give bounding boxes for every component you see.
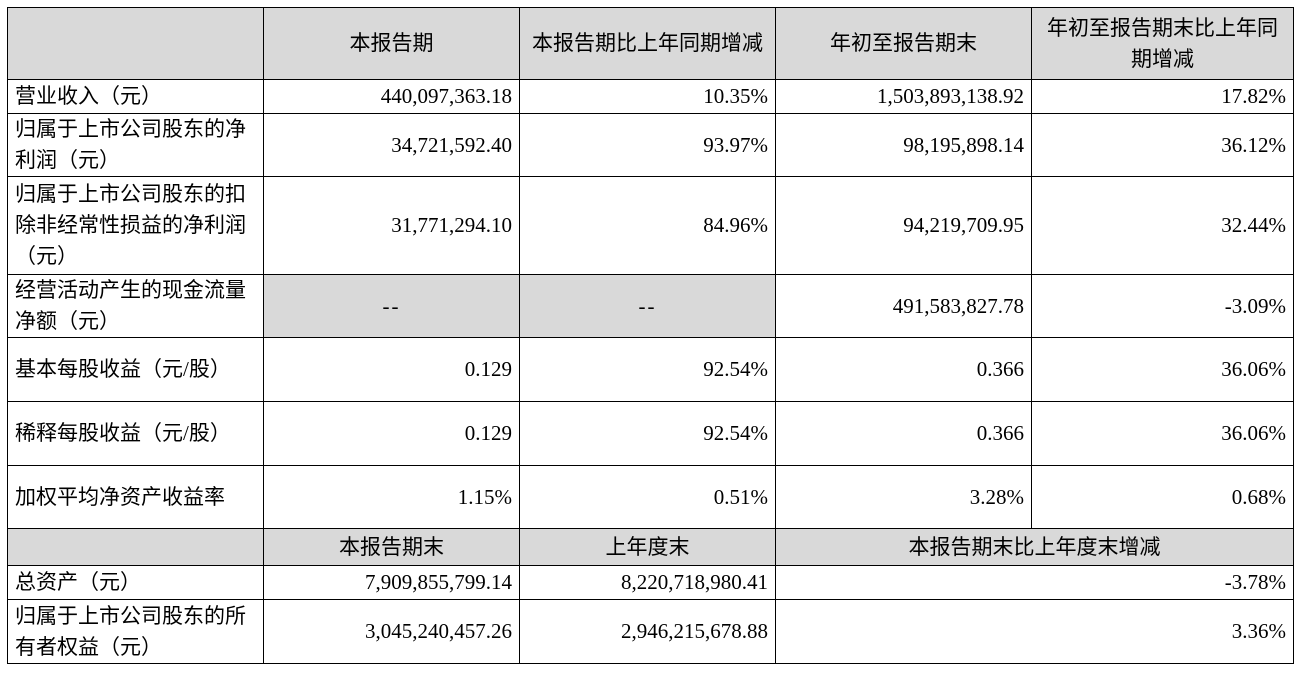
header2-prior-year-end: 上年度末 (519, 528, 776, 566)
header2-change-vs-prior-year-end: 本报告期末比上年度末增减 (775, 528, 1294, 566)
table-row: 总资产（元） 7,909,855,799.14 8,220,718,980.41… (7, 565, 1294, 600)
cell-current-period-yoy: 84.96% (519, 176, 776, 275)
cell-current-period-yoy: -- (519, 274, 776, 338)
row-label: 稀释每股收益（元/股） (7, 401, 264, 466)
header-ytd: 年初至报告期末 (775, 7, 1032, 80)
cell-current-period-end: 7,909,855,799.14 (263, 565, 520, 600)
table-row: 营业收入（元） 440,097,363.18 10.35% 1,503,893,… (7, 79, 1294, 114)
cell-current-period-yoy: 0.51% (519, 465, 776, 529)
cell-current-period: 0.129 (263, 401, 520, 466)
cell-current-period: 0.129 (263, 337, 520, 402)
header-current-period-yoy: 本报告期比上年同期增减 (519, 7, 776, 80)
cell-current-period: 31,771,294.10 (263, 176, 520, 275)
row-label: 基本每股收益（元/股） (7, 337, 264, 402)
row-label: 加权平均净资产收益率 (7, 465, 264, 529)
header-current-period: 本报告期 (263, 7, 520, 80)
cell-ytd: 0.366 (775, 401, 1032, 466)
cell-change-vs-prior-year-end: -3.78% (775, 565, 1294, 600)
row-label: 经营活动产生的现金流量净额（元） (7, 274, 264, 338)
cell-ytd-yoy: 36.12% (1031, 113, 1294, 177)
cell-prior-year-end: 2,946,215,678.88 (519, 599, 776, 664)
table-row: 归属于上市公司股东的扣除非经常性损益的净利润（元） 31,771,294.10 … (7, 176, 1294, 275)
row-label: 归属于上市公司股东的所有者权益（元） (7, 599, 264, 664)
cell-ytd: 1,503,893,138.92 (775, 79, 1032, 114)
cell-ytd: 0.366 (775, 337, 1032, 402)
cell-current-period: 34,721,592.40 (263, 113, 520, 177)
cell-current-period: 1.15% (263, 465, 520, 529)
cell-ytd-yoy: -3.09% (1031, 274, 1294, 338)
header2-corner-cell (7, 528, 264, 566)
table-row: 稀释每股收益（元/股） 0.129 92.54% 0.366 36.06% (7, 401, 1294, 466)
row-label: 归属于上市公司股东的扣除非经常性损益的净利润（元） (7, 176, 264, 275)
cell-current-period-yoy: 10.35% (519, 79, 776, 114)
row-label: 归属于上市公司股东的净利润（元） (7, 113, 264, 177)
cell-current-period: 440,097,363.18 (263, 79, 520, 114)
header-corner-cell (7, 7, 264, 80)
cell-ytd: 94,219,709.95 (775, 176, 1032, 275)
table-row: 基本每股收益（元/股） 0.129 92.54% 0.366 36.06% (7, 337, 1294, 402)
cell-ytd: 491,583,827.78 (775, 274, 1032, 338)
header-ytd-yoy: 年初至报告期末比上年同期增减 (1031, 7, 1294, 80)
row-label: 营业收入（元） (7, 79, 264, 114)
cell-ytd: 3.28% (775, 465, 1032, 529)
table-row: 归属于上市公司股东的所有者权益（元） 3,045,240,457.26 2,94… (7, 599, 1294, 664)
cell-ytd-yoy: 32.44% (1031, 176, 1294, 275)
cell-ytd-yoy: 36.06% (1031, 401, 1294, 466)
table-header-row-2: 本报告期末 上年度末 本报告期末比上年度末增减 (7, 528, 1294, 566)
cell-ytd-yoy: 36.06% (1031, 337, 1294, 402)
cell-ytd-yoy: 0.68% (1031, 465, 1294, 529)
header2-current-period-end: 本报告期末 (263, 528, 520, 566)
table-row: 经营活动产生的现金流量净额（元） -- -- 491,583,827.78 -3… (7, 274, 1294, 338)
cell-ytd: 98,195,898.14 (775, 113, 1032, 177)
cell-change-vs-prior-year-end: 3.36% (775, 599, 1294, 664)
cell-current-period-yoy: 92.54% (519, 337, 776, 402)
table-row: 加权平均净资产收益率 1.15% 0.51% 3.28% 0.68% (7, 465, 1294, 529)
cell-ytd-yoy: 17.82% (1031, 79, 1294, 114)
cell-current-period-yoy: 93.97% (519, 113, 776, 177)
row-label: 总资产（元） (7, 565, 264, 600)
table-header-row: 本报告期 本报告期比上年同期增减 年初至报告期末 年初至报告期末比上年同期增减 (7, 7, 1294, 80)
table-row: 归属于上市公司股东的净利润（元） 34,721,592.40 93.97% 98… (7, 113, 1294, 177)
cell-current-period: -- (263, 274, 520, 338)
cell-current-period-yoy: 92.54% (519, 401, 776, 466)
financial-summary-table: 本报告期 本报告期比上年同期增减 年初至报告期末 年初至报告期末比上年同期增减 … (7, 7, 1294, 664)
cell-prior-year-end: 8,220,718,980.41 (519, 565, 776, 600)
cell-current-period-end: 3,045,240,457.26 (263, 599, 520, 664)
